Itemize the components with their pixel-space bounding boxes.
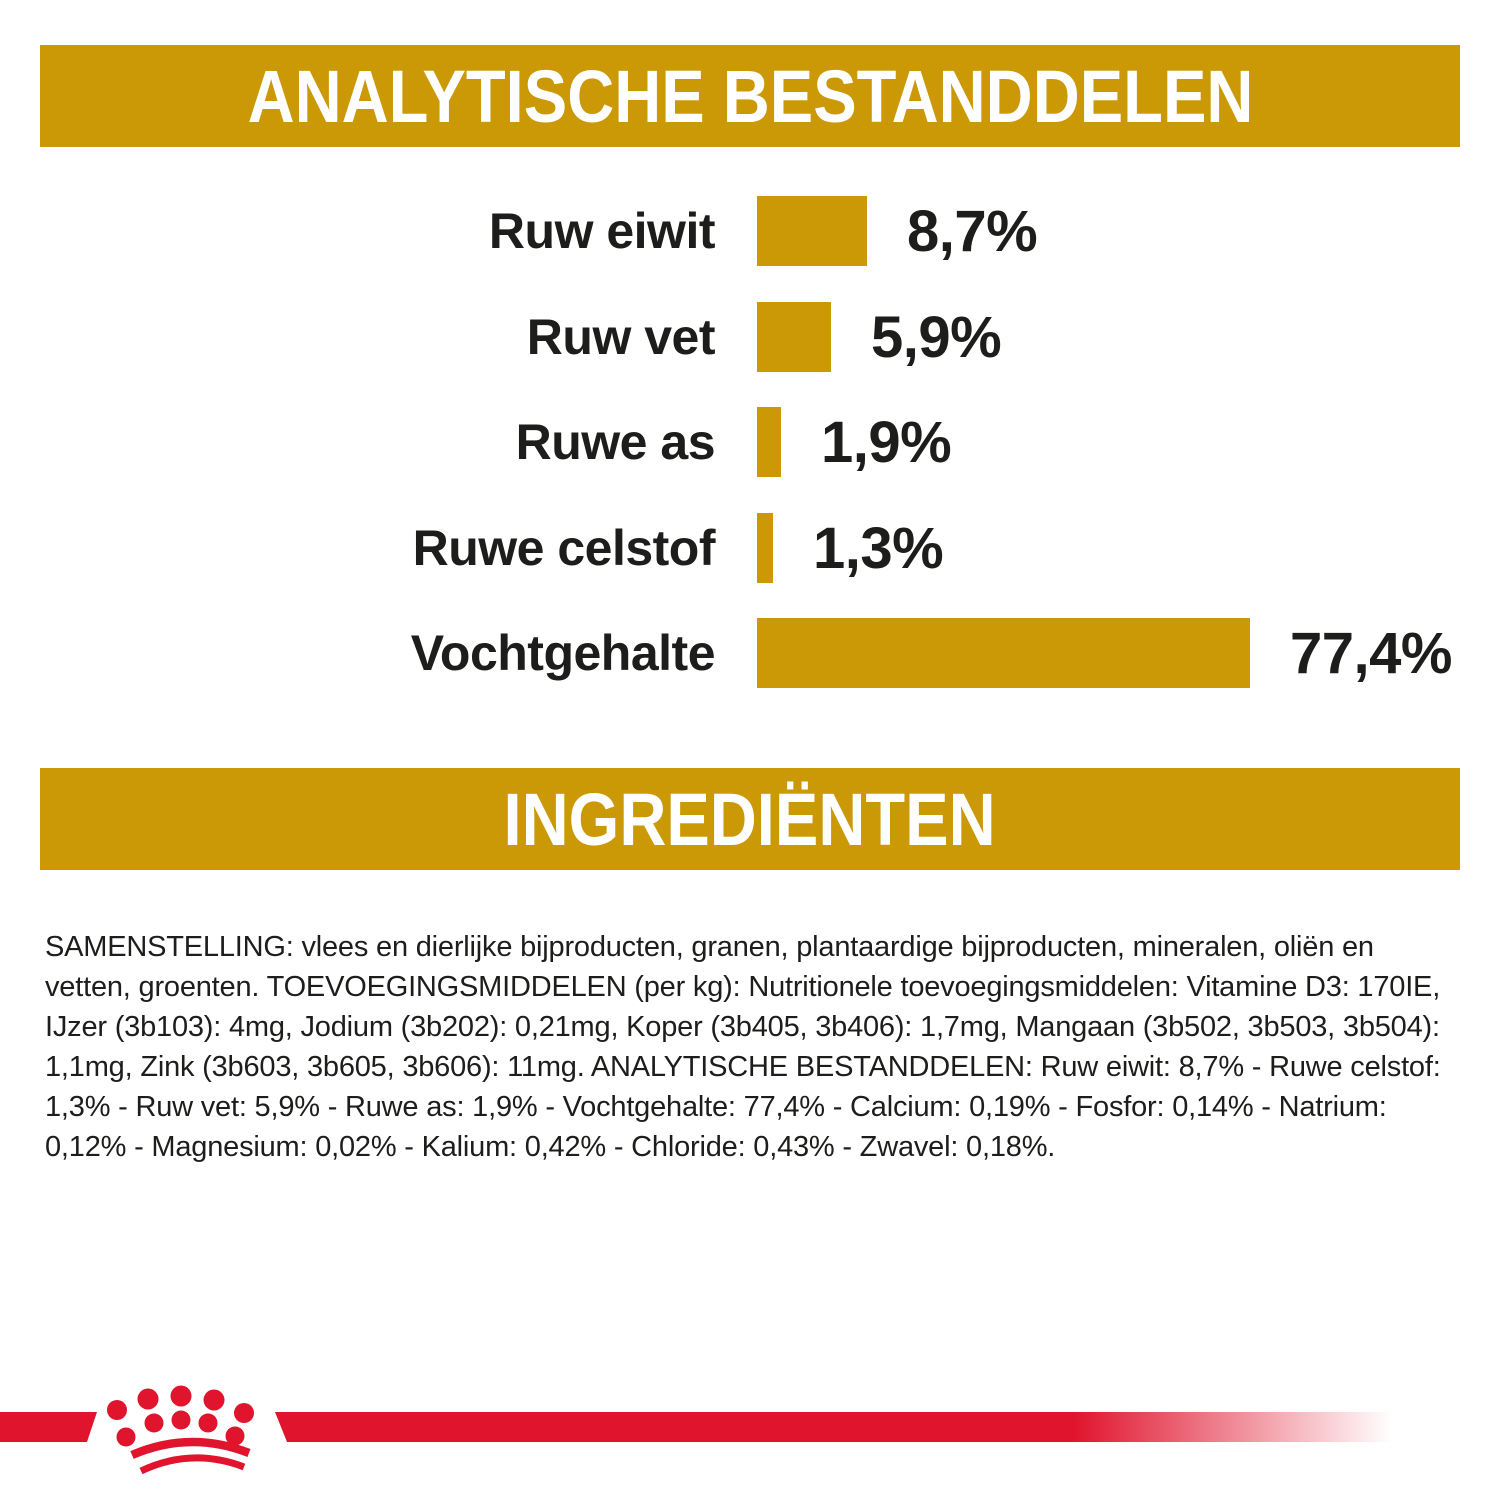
bar <box>757 196 867 266</box>
chart-row: Ruwe as 1,9% <box>40 407 952 477</box>
bar-label: Ruwe celstof <box>412 520 716 576</box>
chart-row: Ruw vet 5,9% <box>40 302 1002 372</box>
royal-canin-crown-icon <box>107 1385 254 1475</box>
bar-value: 77,4% <box>1290 620 1452 686</box>
bar-label: Ruw eiwit <box>488 203 716 259</box>
bar <box>757 618 1250 688</box>
chart-row: Ruw eiwit 8,7% <box>40 196 1038 266</box>
bar-label: Ruw vet <box>526 309 716 365</box>
chart-row: Vochtgehalte 77,4% <box>40 618 1452 688</box>
bar <box>757 407 781 477</box>
brand-stripe-left <box>0 1412 97 1442</box>
ingredients-title: INGREDIËNTEN <box>503 777 997 861</box>
ingredients-banner: INGREDIËNTEN <box>40 768 1460 870</box>
analytical-constituents-title: ANALYTISCHE BESTANDDELEN <box>247 54 1253 138</box>
bar-label: Ruwe as <box>515 414 716 470</box>
bar <box>757 513 773 583</box>
bar <box>757 302 831 372</box>
ingredients-text: SAMENSTELLING: vlees en dierlijke bijpro… <box>45 931 1441 1163</box>
analytical-constituents-banner: ANALYTISCHE BESTANDDELEN <box>40 45 1460 147</box>
bar-value: 1,9% <box>821 409 952 475</box>
bar-value: 1,3% <box>813 515 944 581</box>
brand-stripe-right <box>275 1412 1415 1442</box>
bar-value: 5,9% <box>871 304 1002 370</box>
bar-value: 8,7% <box>907 198 1038 264</box>
bar-label: Vochtgehalte <box>410 625 716 681</box>
chart-row: Ruwe celstof 1,3% <box>40 513 944 583</box>
